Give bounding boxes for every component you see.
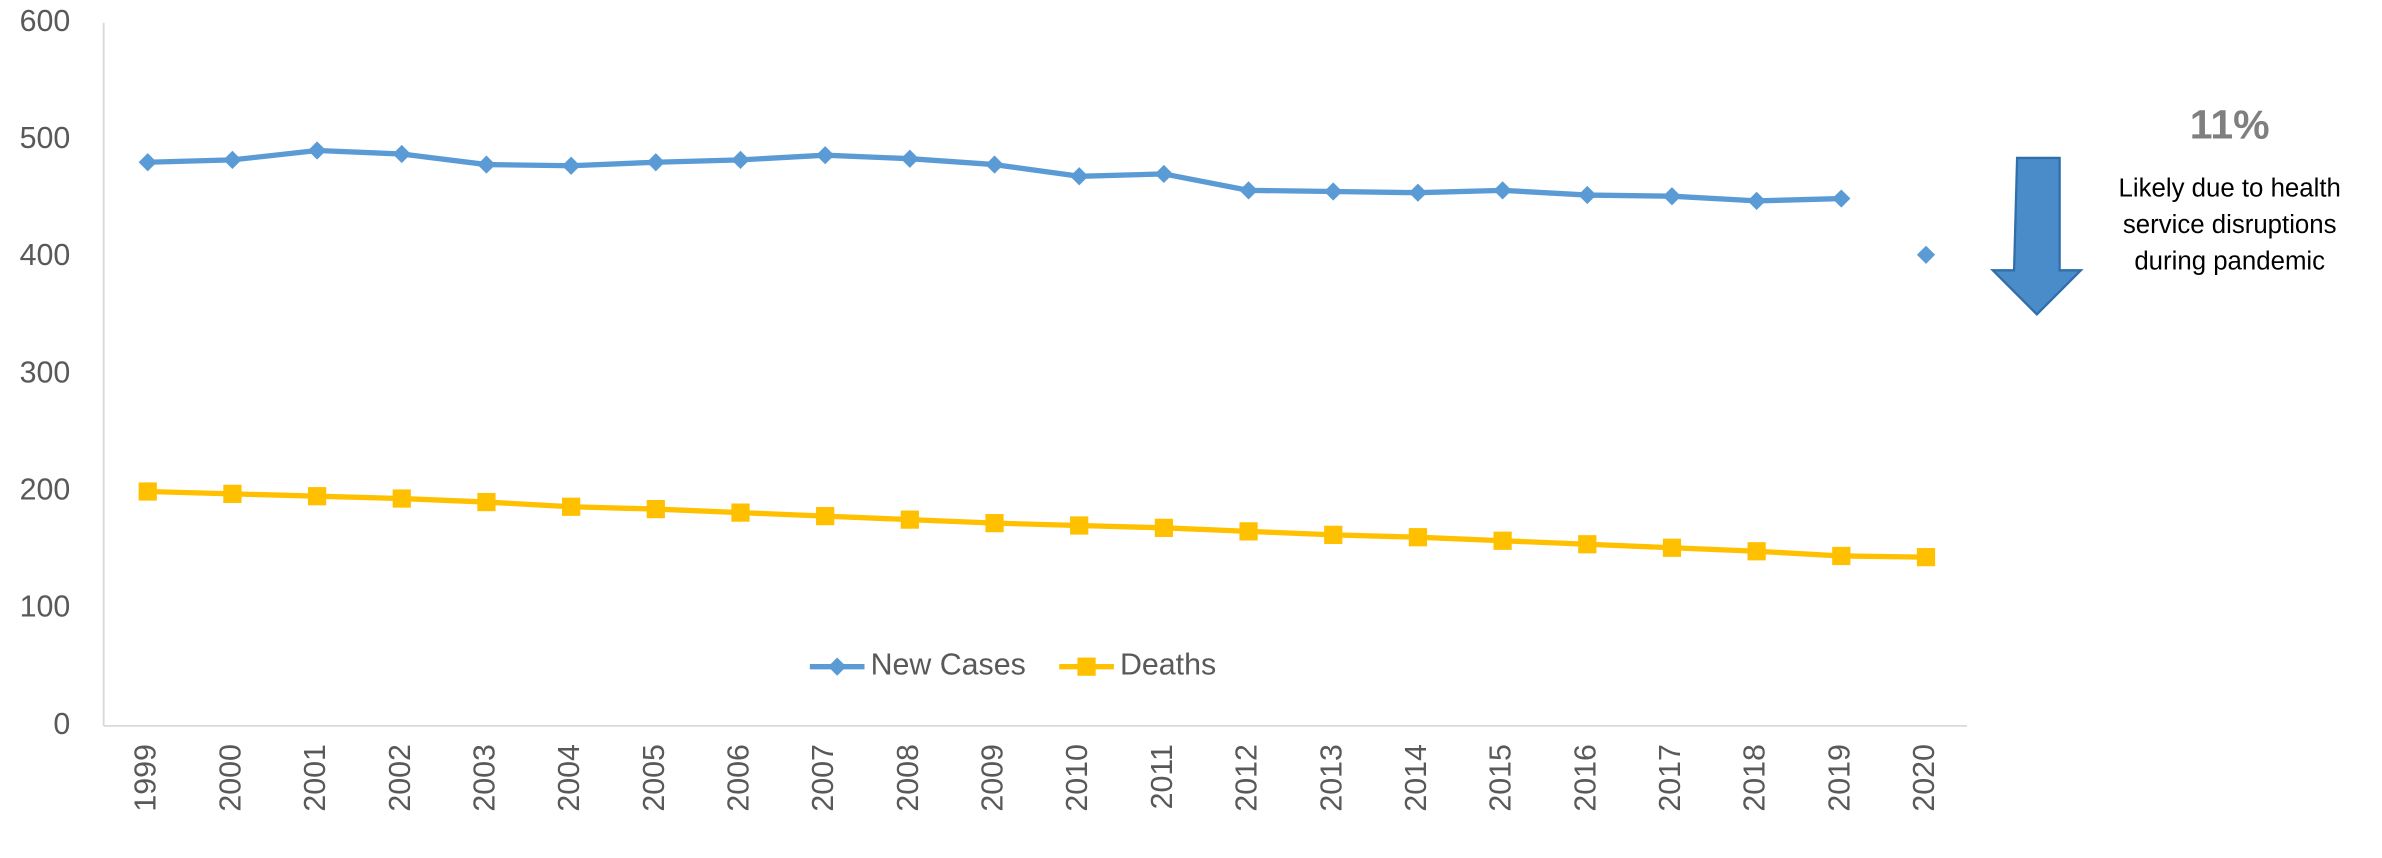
y-tick-label: 500	[20, 122, 71, 155]
marker	[1070, 167, 1089, 186]
y-tick-label: 200	[20, 474, 71, 507]
x-tick-label: 2001	[299, 744, 332, 812]
legend-label: Deaths	[1120, 649, 1216, 682]
x-tick-label: 2016	[1569, 744, 1602, 812]
marker	[900, 510, 919, 529]
marker	[646, 153, 665, 172]
annotation-text: Likely due to health	[2119, 175, 2341, 203]
marker	[816, 507, 835, 526]
marker	[900, 149, 919, 168]
marker	[828, 657, 847, 676]
x-tick-label: 2004	[553, 744, 586, 812]
marker	[477, 492, 496, 512]
marker	[1324, 182, 1343, 201]
marker	[1493, 531, 1512, 550]
marker	[477, 155, 496, 174]
marker	[1408, 528, 1428, 547]
x-tick-label: 2012	[1231, 744, 1264, 812]
marker	[1747, 542, 1766, 561]
y-tick-label: 300	[20, 356, 71, 389]
marker	[1578, 185, 1597, 205]
x-tick-label: 2015	[1485, 744, 1518, 812]
marker	[1154, 164, 1173, 184]
x-tick-label: 2011	[1146, 744, 1179, 809]
x-tick-label: 2002	[384, 744, 417, 812]
x-tick-label: 2017	[1654, 744, 1687, 812]
x-tick-label: 2020	[1908, 744, 1941, 812]
x-tick-label: 2009	[977, 744, 1010, 812]
marker	[1070, 516, 1089, 535]
marker	[562, 156, 581, 175]
x-tick-label: 2005	[638, 744, 671, 812]
marker	[1239, 522, 1258, 541]
x-tick-label: 2003	[468, 744, 501, 812]
marker	[1662, 187, 1682, 206]
x-tick-label: 2008	[892, 744, 925, 812]
marker	[1077, 657, 1096, 676]
marker	[1154, 518, 1173, 537]
y-tick-label: 0	[53, 708, 70, 741]
y-tick-label: 400	[20, 239, 71, 272]
x-tick-label: 2019	[1823, 744, 1856, 812]
annotation-text: service disruptions	[2123, 211, 2337, 239]
marker	[1662, 538, 1682, 557]
series-line	[147, 488, 1927, 560]
marker	[562, 497, 581, 516]
marker	[1832, 189, 1851, 208]
marker	[646, 499, 665, 519]
x-tick-label: 2007	[807, 744, 840, 812]
down-arrow	[1990, 156, 2084, 316]
marker	[731, 150, 750, 169]
marker	[392, 144, 411, 164]
marker	[392, 489, 411, 508]
marker	[1916, 548, 1936, 567]
marker	[223, 484, 242, 503]
legend-label: New Cases	[871, 649, 1026, 682]
annotation-headline: 11%	[2190, 101, 2270, 147]
marker	[985, 155, 1004, 174]
x-tick-label: 1999	[130, 744, 163, 812]
marker	[223, 150, 242, 169]
marker	[816, 146, 835, 165]
marker	[307, 487, 327, 506]
y-tick-label: 100	[20, 591, 71, 624]
x-tick-label: 2018	[1739, 744, 1772, 812]
x-tick-label: 2010	[1061, 744, 1094, 812]
marker	[307, 141, 327, 160]
marker	[1239, 181, 1258, 200]
marker	[1832, 546, 1851, 566]
marker	[1493, 181, 1512, 200]
x-tick-label: 2006	[723, 744, 756, 812]
marker	[731, 503, 750, 522]
y-tick-label: 600	[20, 5, 71, 38]
marker	[1578, 535, 1597, 554]
marker	[1324, 525, 1343, 544]
marker	[138, 153, 157, 172]
x-tick-label: 2013	[1315, 744, 1348, 812]
marker	[1916, 245, 1936, 264]
marker	[1747, 191, 1766, 211]
x-tick-label: 2000	[214, 744, 247, 812]
marker	[1408, 183, 1428, 202]
annotation-text: during pandemic	[2134, 248, 2325, 276]
marker	[138, 482, 157, 501]
marker	[985, 514, 1004, 533]
x-tick-label: 2014	[1400, 744, 1433, 812]
